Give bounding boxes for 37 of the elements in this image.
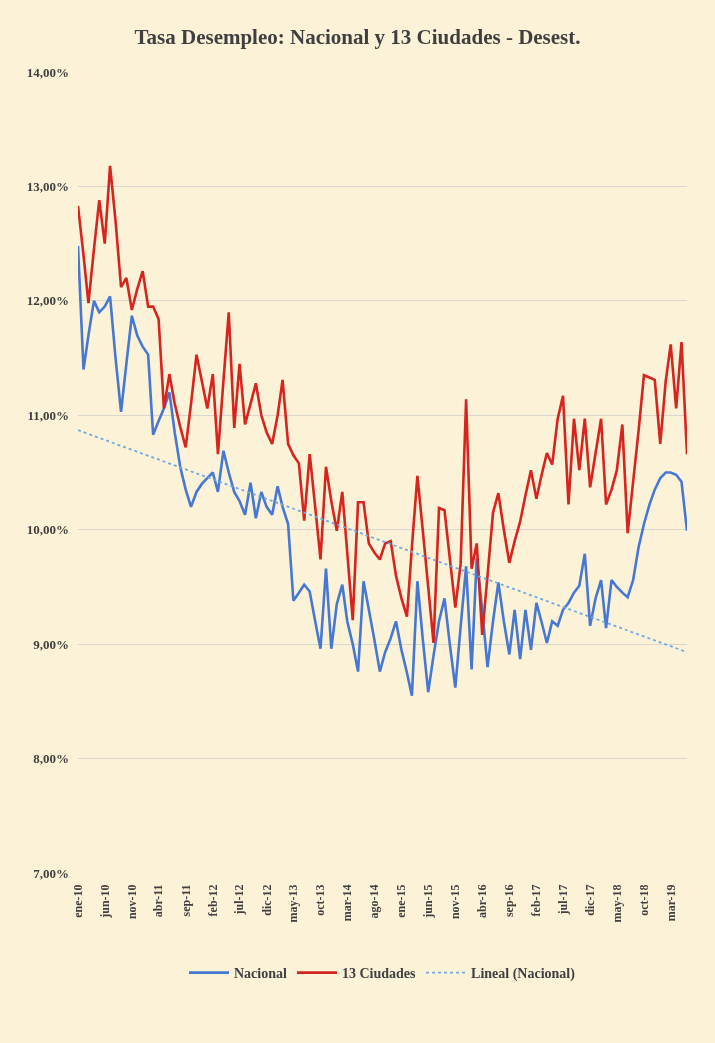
y-tick-label: 9,00% [33, 636, 69, 652]
x-tick-label: may-18 [609, 884, 624, 923]
y-tick-label: 11,00% [27, 407, 69, 423]
legend-label: 13 Ciudades [342, 966, 417, 982]
legend-label: Nacional [234, 966, 287, 982]
chart-title: Tasa Desempleo: Nacional y 13 Ciudades - Desest. [134, 24, 581, 49]
x-tick-label: feb-17 [529, 884, 544, 917]
y-tick-label: 10,00% [26, 522, 69, 538]
x-tick-label: ago-14 [367, 884, 382, 919]
x-tick-label: jul-17 [555, 884, 570, 916]
x-tick-label: sep-16 [502, 884, 517, 918]
x-tick-label: jul-12 [232, 884, 247, 916]
x-tick-label: dic-12 [259, 884, 274, 916]
y-tick-label: 12,00% [26, 293, 69, 309]
line-series [78, 244, 687, 697]
x-tick-label: feb-12 [205, 884, 220, 917]
y-tick-label: 7,00% [33, 865, 69, 881]
x-tick-label: mar-19 [663, 884, 678, 922]
x-tick-label: nov-15 [448, 884, 463, 920]
x-tick-label: sep-11 [178, 884, 193, 917]
x-tick-label: ene-10 [70, 884, 85, 918]
x-tick-label: jun-10 [97, 884, 112, 919]
line-series [78, 164, 687, 645]
x-tick-label: abr-16 [475, 884, 490, 918]
y-tick-label: 13,00% [26, 178, 69, 194]
x-tick-label: dic-17 [583, 884, 598, 916]
x-tick-label: oct-18 [636, 884, 651, 916]
y-tick-label: 8,00% [33, 751, 69, 767]
x-tick-label: may-13 [286, 884, 301, 923]
legend-label: Lineal (Nacional) [471, 966, 576, 983]
x-tick-label: mar-14 [340, 884, 355, 922]
y-tick-label: 14,00% [26, 64, 69, 80]
x-tick-label: abr-11 [151, 884, 166, 918]
x-tick-label: oct-13 [313, 884, 328, 916]
x-tick-label: jun-15 [421, 884, 436, 919]
x-tick-label: nov-10 [124, 884, 139, 920]
x-tick-label: ene-15 [394, 884, 409, 918]
